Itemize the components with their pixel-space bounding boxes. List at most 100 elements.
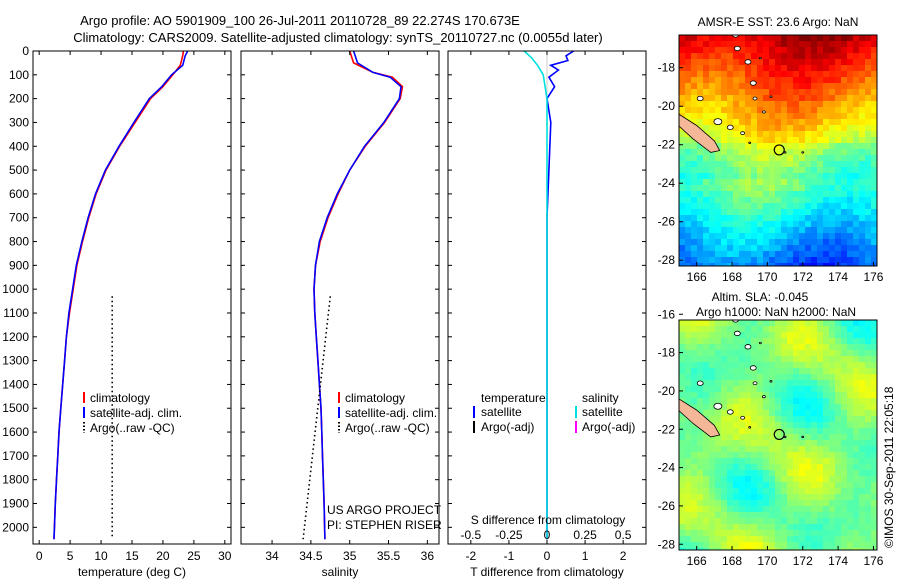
sst-map-cell: [865, 65, 872, 72]
sst-map-cell: [835, 59, 842, 66]
sla-map-cell: [769, 452, 776, 459]
sst-map-cell: [769, 131, 776, 138]
sla-map-cell: [751, 470, 758, 477]
sst-map-cell: [871, 125, 877, 132]
sla-map-cell: [679, 440, 686, 447]
sla-map-cell: [841, 506, 848, 513]
sla-map-cell: [787, 344, 794, 351]
sla-map-cell: [817, 350, 824, 357]
sst-map-cell: [829, 65, 836, 72]
sla-map-cell: [787, 464, 794, 471]
sla-map-cell: [811, 386, 818, 393]
sst-map-cell: [715, 239, 722, 246]
sla-map-cell: [775, 416, 782, 423]
sst-map-cell: [835, 89, 842, 96]
sla-map-cell: [799, 458, 806, 465]
sst-map-cell: [835, 131, 842, 138]
sst-map-cell: [817, 251, 824, 258]
sst-map-cell: [751, 155, 758, 162]
sst-map-cell: [823, 167, 830, 174]
sst-map-cell: [817, 59, 824, 66]
sla-map-cell: [763, 338, 770, 345]
sla-map-cell: [745, 500, 752, 507]
sla-map-xtick-label: 168: [722, 554, 742, 568]
sst-map-cell: [757, 179, 764, 186]
sla-map-cell: [769, 482, 776, 489]
sla-map-cell: [721, 350, 728, 357]
sla-map-cell: [841, 344, 848, 351]
sla-map-cell: [853, 536, 860, 543]
sst-map-cell: [763, 245, 770, 252]
sla-map-cell: [829, 386, 836, 393]
sla-map-ytick-label: -26: [658, 499, 676, 513]
sst-map-cell: [739, 167, 746, 174]
sla-map-cell: [805, 494, 812, 501]
sst-map-cell: [799, 47, 806, 54]
sla-map-cell: [769, 320, 776, 327]
sla-map-cell: [775, 482, 782, 489]
sla-map-cell: [715, 434, 722, 441]
sst-map-cell: [835, 245, 842, 252]
sst-map-cell: [715, 83, 722, 90]
sla-map-cell: [763, 500, 770, 507]
sla-map-cell: [793, 440, 800, 447]
sla-map-cell: [769, 416, 776, 423]
sst-map-cell: [703, 251, 710, 258]
sst-map-cell: [745, 143, 752, 150]
sst-map-cell: [769, 119, 776, 126]
sst-map-cell: [829, 179, 836, 186]
sst-map-cell: [727, 65, 734, 72]
sla-map-cell: [805, 476, 812, 483]
sst-map-cell: [775, 179, 782, 186]
sla-map-cell: [751, 422, 758, 429]
sla-map-cell: [817, 428, 824, 435]
sst-map-cell: [841, 173, 848, 180]
sst-map-island: [758, 56, 762, 60]
sst-map-cell: [739, 239, 746, 246]
sst-map-cell: [847, 35, 854, 42]
sla-map-xtick-label: 172: [793, 554, 813, 568]
sst-map-cell: [853, 215, 860, 222]
sst-map-cell: [727, 35, 734, 42]
sst-map-cell: [829, 197, 836, 204]
sla-map-cell: [793, 362, 800, 369]
temperature-series-1: [53, 50, 189, 540]
sla-map-cell: [835, 326, 842, 333]
sst-map-cell: [817, 179, 824, 186]
sla-map-cell: [865, 374, 872, 381]
sla-map-cell: [763, 410, 770, 417]
sst-map-cell: [853, 209, 860, 216]
sst-map-cell: [811, 125, 818, 132]
sst-map-cell: [685, 59, 692, 66]
sst-map-cell: [799, 173, 806, 180]
sst-map-cell: [787, 143, 794, 150]
sst-map-cell: [769, 239, 776, 246]
sst-map-cell: [739, 113, 746, 120]
temperature-ytick-label: 300: [9, 115, 29, 129]
sst-map-cell: [853, 59, 860, 66]
sst-map-cell: [865, 197, 872, 204]
sst-map-cell: [841, 95, 848, 102]
sla-map-cell: [775, 464, 782, 471]
sst-map-cell: [757, 209, 764, 216]
sla-map-cell: [721, 488, 728, 495]
sst-map-cell: [781, 137, 788, 144]
sst-map-cell: [865, 245, 872, 252]
sla-map-cell: [823, 518, 830, 525]
sst-map-cell: [799, 65, 806, 72]
sla-map-cell: [811, 380, 818, 387]
sst-map-cell: [847, 263, 854, 266]
sst-map-cell: [865, 173, 872, 180]
sst-map-cell: [769, 89, 776, 96]
sla-map-cell: [685, 344, 692, 351]
sla-map-cell: [709, 524, 716, 531]
sst-map-cell: [733, 77, 740, 84]
sla-map-cell: [775, 476, 782, 483]
sla-map-cell: [739, 518, 746, 525]
temperature-ytick-label: 1500: [2, 401, 29, 415]
sst-map-cell: [841, 263, 848, 266]
sla-map-cell: [697, 368, 704, 375]
sla-map-cell: [763, 548, 770, 550]
sst-map-cell: [775, 143, 782, 150]
sla-map-cell: [763, 446, 770, 453]
